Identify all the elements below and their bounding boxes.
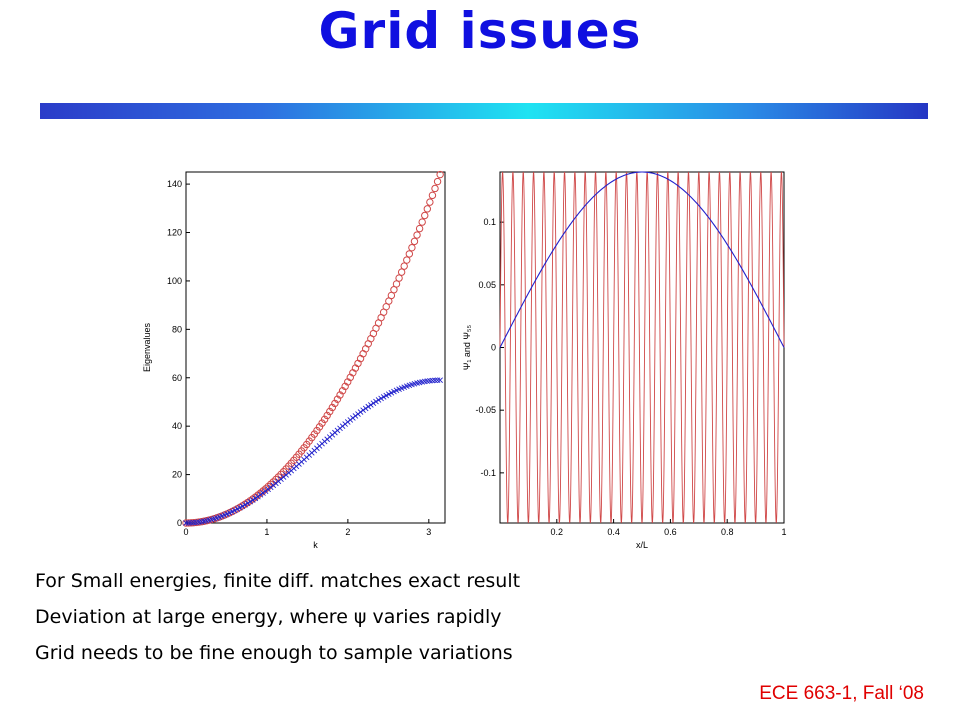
y-tick-label: 0 bbox=[177, 518, 182, 528]
data-point bbox=[392, 280, 401, 288]
slide-title: Grid issues bbox=[318, 2, 642, 60]
data-point bbox=[400, 262, 408, 270]
axes-frame bbox=[185, 171, 446, 524]
data-point bbox=[237, 504, 243, 511]
x-tick-label: 0.2 bbox=[551, 527, 564, 537]
data-point bbox=[421, 211, 429, 220]
x-tick-label: 0.4 bbox=[607, 527, 620, 537]
x-tick-label: 2 bbox=[345, 527, 350, 537]
y-tick-label: -0.05 bbox=[475, 405, 496, 415]
data-point bbox=[413, 231, 421, 239]
data-point bbox=[272, 475, 280, 484]
data-point bbox=[183, 520, 189, 526]
course-footer: ECE 663-1, Fall ‘08 bbox=[759, 683, 924, 704]
data-point bbox=[373, 398, 379, 405]
x-tick-label: 1 bbox=[781, 527, 786, 537]
finite-diff-eigenvalue-series bbox=[183, 377, 443, 526]
y-tick-label: 120 bbox=[167, 228, 182, 238]
x-axis-label: k bbox=[313, 540, 318, 550]
data-point bbox=[320, 415, 329, 424]
data-point bbox=[370, 400, 377, 407]
data-point bbox=[252, 495, 259, 502]
data-point bbox=[431, 184, 439, 193]
y-tick-label: 80 bbox=[172, 324, 182, 334]
y-tick-label: 0.05 bbox=[478, 280, 496, 290]
data-point bbox=[244, 500, 251, 507]
data-point bbox=[274, 473, 283, 481]
data-point bbox=[185, 520, 192, 526]
y-tick-label: 0 bbox=[491, 343, 496, 353]
y-tick-label: 60 bbox=[172, 373, 182, 383]
bullet-list: For Small energies, finite diff. matches… bbox=[35, 567, 520, 675]
y-tick-label: 140 bbox=[167, 179, 182, 189]
eigenvalue-chart: 0 1 2 3 0 20 40 60 80 100 120 140 k Eigenvalues bbox=[140, 160, 450, 555]
data-point bbox=[403, 256, 411, 264]
y-axis-label: Ψ₁ and Ψ₅₅ bbox=[462, 324, 472, 370]
data-point bbox=[405, 250, 414, 258]
data-point bbox=[434, 377, 441, 384]
x-axis-label: x/L bbox=[636, 540, 648, 550]
data-point bbox=[397, 268, 406, 276]
data-point bbox=[331, 399, 339, 408]
data-point bbox=[249, 497, 256, 503]
data-point bbox=[436, 170, 444, 179]
data-point bbox=[315, 423, 324, 431]
data-point bbox=[355, 411, 361, 417]
data-point bbox=[418, 218, 426, 226]
data-point bbox=[423, 205, 432, 213]
data-point bbox=[328, 403, 337, 412]
x-tick-label: 1 bbox=[264, 527, 269, 537]
y-axis-label: Eigenvalues bbox=[142, 322, 152, 372]
data-point bbox=[415, 224, 424, 233]
psi1-ground-state-line bbox=[499, 171, 785, 348]
data-point bbox=[255, 493, 261, 500]
bullet-grid-resolution: Grid needs to be fine enough to sample v… bbox=[35, 642, 513, 664]
x-tick-label: 0 bbox=[183, 527, 188, 537]
data-point bbox=[262, 488, 269, 494]
y-tick-label: 0.1 bbox=[483, 217, 496, 227]
y-tick-label: 20 bbox=[172, 470, 182, 480]
data-point bbox=[360, 407, 366, 414]
x-tick-label: 0.6 bbox=[664, 527, 677, 537]
data-point bbox=[437, 377, 443, 383]
y-tick-label: 40 bbox=[172, 421, 182, 431]
x-tick-label: 0.8 bbox=[721, 527, 734, 537]
data-point bbox=[365, 403, 372, 410]
data-point bbox=[323, 411, 331, 420]
data-point bbox=[426, 198, 434, 206]
data-point bbox=[239, 503, 246, 510]
exact-eigenvalue-series bbox=[182, 170, 444, 527]
data-point bbox=[362, 405, 369, 412]
data-point bbox=[375, 397, 382, 403]
y-tick-label: 100 bbox=[167, 276, 182, 286]
wavefunction-chart-svg: 0.2 0.4 0.6 0.8 1 -0.1 -0.05 0 0.05 0.1 x/L Ψ₁ and … bbox=[462, 171, 787, 550]
data-point bbox=[378, 395, 384, 402]
data-point bbox=[333, 395, 342, 403]
data-point bbox=[432, 377, 438, 384]
data-point bbox=[380, 394, 387, 400]
data-point bbox=[433, 177, 442, 186]
eigenvalue-chart-svg: 0 1 2 3 0 20 40 60 80 100 120 140 k Eigenvalues bbox=[142, 170, 446, 550]
data-point bbox=[257, 492, 264, 498]
data-point bbox=[318, 419, 326, 427]
wavefunction-chart: 0.2 0.4 0.6 0.8 1 -0.1 -0.05 0 0.05 0.1 x/L Ψ₁ and … bbox=[458, 160, 788, 555]
data-point bbox=[368, 402, 374, 408]
data-point bbox=[247, 498, 253, 505]
data-point bbox=[410, 237, 419, 246]
data-point bbox=[260, 490, 266, 496]
bullet-small-energies: For Small energies, finite diff. matches… bbox=[35, 570, 521, 592]
data-point bbox=[357, 409, 364, 415]
y-tick-label: -0.1 bbox=[480, 468, 496, 478]
title-gradient-rule bbox=[40, 103, 928, 119]
data-point bbox=[242, 502, 248, 508]
x-tick-label: 3 bbox=[426, 527, 431, 537]
data-point bbox=[408, 243, 416, 252]
psi55-high-state-line bbox=[499, 171, 785, 524]
data-point bbox=[395, 274, 403, 282]
data-point bbox=[428, 191, 437, 200]
data-point bbox=[326, 407, 334, 416]
bullet-large-energy-deviation: Deviation at large energy, where ψ varie… bbox=[35, 606, 502, 628]
data-point bbox=[313, 426, 321, 435]
